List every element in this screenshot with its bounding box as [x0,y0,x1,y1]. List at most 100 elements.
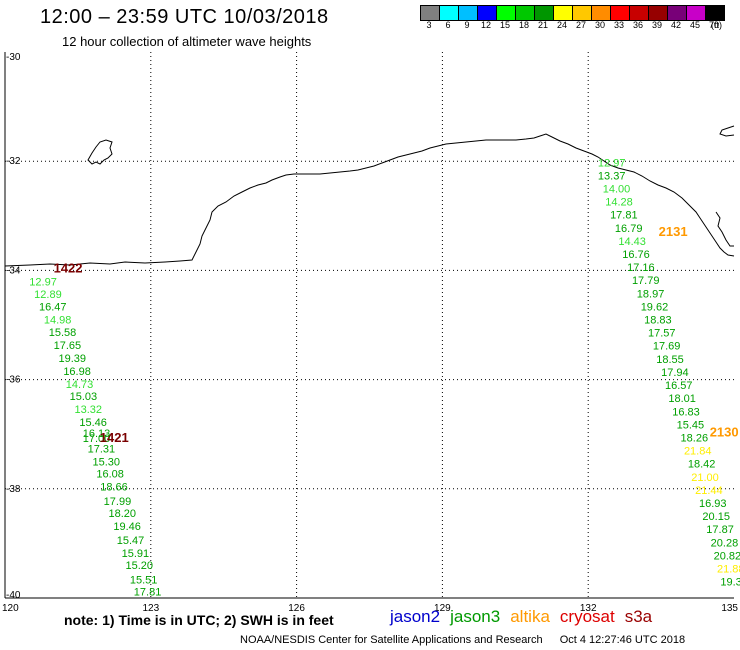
wave-height-label: 16.47 [39,301,67,313]
color-scale-label: 21 [537,20,549,30]
longitude-right-label: 135 [721,603,738,614]
wave-height-label: 17.31 [88,443,116,455]
longitude-tick-label: 129 [434,603,451,614]
wave-height-label: 18.83 [644,315,672,327]
wave-height-label: 15.30 [92,457,120,469]
island-kangaroo [87,139,113,165]
latitude-tick-label: -36 [6,375,21,386]
color-scale-unit: (ft) [711,20,722,30]
wave-height-label: 16.83 [672,406,700,418]
wave-height-label: 17.94 [661,367,689,379]
longitude-tick-label: 132 [580,603,597,614]
color-scale-label: 6 [445,20,451,30]
wave-height-label: 15.51 [130,574,158,586]
legend-jason2: jason2 [390,607,441,626]
pass-time-label: 2131 [659,224,688,239]
color-swatch [705,5,725,21]
color-scale-label: 27 [575,20,587,30]
wave-height-label: 20.82 [714,550,740,562]
satellite-legend: jason2 jason3 altika cryosat s3a [390,607,662,627]
latitude-tick-label: -34 [6,265,21,276]
wave-height-label: 21.84 [684,446,712,458]
longitude-tick-label: 126 [288,603,305,614]
color-scale-label: 24 [556,20,568,30]
wave-height-label: 17.87 [706,524,734,536]
wave-height-label: 18.26 [681,432,709,444]
wave-height-label: 20.15 [702,511,730,523]
wave-height-label: 14.98 [44,315,72,327]
color-scale-label: 15 [499,20,511,30]
map-subtitle: 12 hour collection of altimeter wave hei… [62,34,312,49]
legend-s3a: s3a [624,607,653,626]
wave-height-label: 17.81 [134,586,162,598]
credit-line: NOAA/NESDIS Center for Satellite Applica… [240,634,699,646]
wave-height-label: 18.20 [109,508,137,520]
coastline-mainland [4,133,735,267]
legend-altika: altika [510,607,550,626]
pass-time-label: 2130 [710,424,739,439]
wave-height-label: 12.89 [34,289,62,301]
pass-time-label: 1422 [54,261,83,276]
latitude-bottom-label: -40 [6,590,21,601]
island-east-fragment [719,125,735,137]
wave-height-label: 18.97 [637,288,665,300]
color-scale-label: 42 [670,20,682,30]
wave-height-label: 16.08 [96,469,124,481]
credit-time: Oct 4 12:27:46 UTC 2018 [559,634,686,646]
wave-height-label: 16.93 [699,498,727,510]
wave-height-label: 19.35 [720,577,740,589]
color-scale-label: 33 [613,20,625,30]
graticule [5,52,734,598]
wave-height-label: 18.66 [100,482,128,494]
latitude-tick-label: -32 [6,156,21,167]
wave-height-label: 17.57 [648,328,676,340]
wave-height-label: 16.79 [615,223,643,235]
wave-height-label: 12.97 [598,157,626,169]
wave-height-label: 13.37 [598,170,626,182]
latitude-tick-label: -38 [6,484,21,495]
wave-height-label: 18.55 [656,354,684,366]
longitude-left-label: 120 [2,603,19,614]
color-scale [420,5,725,21]
island-east-fragment-2 [715,211,734,247]
color-scale-label: 18 [518,20,530,30]
legend-jason3: jason3 [450,607,501,626]
wave-height-label: 17.81 [610,210,638,222]
wave-height-label: 15.45 [677,419,705,431]
longitude-tick-label: 123 [142,603,159,614]
wave-height-label: 21.00 [691,472,719,484]
wave-height-label: 13.32 [74,404,102,416]
pass-time-label: 1421 [100,430,129,445]
wave-height-label: 17.65 [54,340,82,352]
color-scale-label: 3 [426,20,432,30]
wave-height-label: 19.46 [113,521,141,533]
legend-cryosat: cryosat [559,607,615,626]
wave-height-label: 18.42 [688,459,716,471]
wave-height-label: 18.01 [668,393,696,405]
wave-height-label: 12.97 [29,276,57,288]
color-scale-label: 70 [708,20,720,30]
wave-height-label: 14.00 [603,184,631,196]
color-scale-label: 12 [480,20,492,30]
wave-height-label: 14.73 [66,379,94,391]
wave-height-label: 15.20 [126,560,154,572]
axis-labels: 123 126 129 132 -32 -34 -36 -38 -30 -40 120 135 [2,52,738,614]
color-scale-label: 45 [689,20,701,30]
wave-height-label: 21.88 [717,564,740,576]
wave-height-label: 16.76 [622,249,650,261]
color-scale-label: 36 [632,20,644,30]
wave-height-label: 21.44 [695,485,723,497]
wave-height-label: 14.43 [618,236,646,248]
wave-height-label: 17.16 [627,262,655,274]
wave-height-label: 19.62 [641,301,669,313]
wave-height-label: 16.98 [63,366,91,378]
wave-height-label: 19.39 [58,353,86,365]
wave-height-label: 15.03 [70,391,98,403]
wave-height-label: 17.99 [104,496,132,508]
wave-height-label: 17.79 [632,275,660,287]
footer-note: note: 1) Time is in UTC; 2) SWH is in fe… [64,612,334,628]
wave-height-label: 15.58 [49,327,77,339]
